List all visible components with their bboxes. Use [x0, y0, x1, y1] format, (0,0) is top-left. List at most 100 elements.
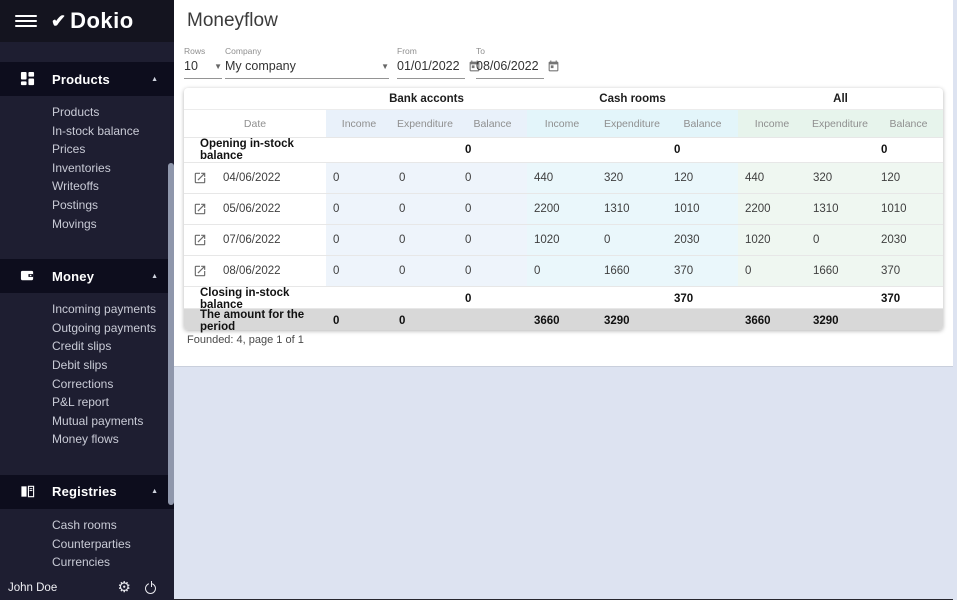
to-value: 08/06/2022	[476, 59, 539, 73]
user-name: John Doe	[8, 582, 118, 594]
section-header-registries[interactable]: Registries ▲	[0, 475, 174, 509]
power-icon[interactable]	[145, 581, 158, 594]
group-bank-accounts: Bank acconts	[326, 93, 527, 105]
section-label: Registries	[52, 484, 117, 499]
to-label: To	[476, 46, 544, 56]
open-document-icon[interactable]	[184, 163, 216, 193]
open-document-icon[interactable]	[184, 194, 216, 224]
open-document-icon[interactable]	[184, 256, 216, 286]
section-header-products[interactable]: Products ▲	[0, 62, 174, 96]
cell: 0	[597, 225, 667, 255]
cell: 2200	[738, 194, 806, 224]
sidebar-item-pl-report[interactable]: P&L report	[0, 393, 174, 412]
page-scrollbar-track[interactable]	[953, 0, 957, 600]
sidebar-nav: Products ▲ Products In-stock balance Pri…	[0, 62, 174, 600]
closing-all-balance: 370	[874, 287, 943, 311]
sidebar-item-prices[interactable]: Prices	[0, 140, 174, 159]
sidebar-item-movings[interactable]: Movings	[0, 215, 174, 234]
cell: 0	[326, 163, 392, 193]
cell: 0	[392, 194, 458, 224]
closing-balance-row: Closing in-stock balance 0 370 370	[184, 287, 943, 309]
open-document-icon[interactable]	[184, 225, 216, 255]
cell: 440	[527, 163, 597, 193]
cell: 0	[326, 256, 392, 286]
main-content: Moneyflow Rows 10 ▼ Company My company ▼…	[174, 0, 953, 367]
sidebar-item-incoming-payments[interactable]: Incoming payments	[0, 300, 174, 319]
col-cash-income: Income	[527, 110, 597, 137]
cell: 0	[458, 194, 527, 224]
cell: 1660	[806, 256, 874, 286]
dropdown-arrow-icon: ▼	[381, 62, 389, 71]
section-products: Products ▲ Products In-stock balance Pri…	[0, 62, 174, 239]
period-totals-row: The amount for the period 0 0 3660 3290 …	[184, 309, 943, 330]
sidebar-item-postings[interactable]: Postings	[0, 196, 174, 215]
cell: 370	[667, 256, 738, 286]
cell: 0	[527, 256, 597, 286]
sidebar-item-inventories[interactable]: Inventories	[0, 159, 174, 178]
rows-select[interactable]: Rows 10 ▼	[184, 46, 222, 79]
sidebar-footer: John Doe ⚙	[0, 575, 168, 600]
cell: 1010	[874, 194, 943, 224]
app-logo: ✔ Dokio	[51, 8, 134, 34]
total-cash-expenditure: 3290	[597, 309, 667, 333]
calendar-icon[interactable]	[547, 60, 560, 73]
chevron-up-icon[interactable]: ▲	[151, 488, 158, 495]
sidebar: ✔ Dokio Products ▲ Products In-stock bal…	[0, 0, 174, 600]
hamburger-menu-icon[interactable]	[15, 12, 37, 30]
section-header-money[interactable]: Money ▲	[0, 259, 174, 293]
grid-icon	[20, 71, 36, 87]
cell: 120	[874, 163, 943, 193]
cell: 1310	[597, 194, 667, 224]
date-from-field[interactable]: From 01/01/2022	[397, 46, 465, 79]
column-header-row: Date Income Expenditure Balance Income E…	[184, 110, 943, 138]
results-summary: Founded: 4, page 1 of 1	[187, 334, 304, 346]
row-date: 05/06/2022	[216, 203, 326, 215]
table-row: 04/06/2022 0 0 0 440 320 120 440 320 120	[184, 163, 943, 194]
section-money: Money ▲ Incoming payments Outgoing payme…	[0, 259, 174, 455]
cell: 2030	[667, 225, 738, 255]
sidebar-item-writeoffs[interactable]: Writeoffs	[0, 177, 174, 196]
sidebar-item-money-flows[interactable]: Money flows	[0, 430, 174, 449]
sidebar-item-debit-slips[interactable]: Debit slips	[0, 356, 174, 375]
total-bank-expenditure: 0	[392, 309, 458, 333]
row-date: 08/06/2022	[216, 265, 326, 277]
dropdown-arrow-icon: ▼	[214, 62, 222, 71]
sidebar-item-corrections[interactable]: Corrections	[0, 375, 174, 394]
chevron-up-icon[interactable]: ▲	[151, 76, 158, 83]
sidebar-item-cash-rooms[interactable]: Cash rooms	[0, 516, 174, 535]
app-window: ✔ Dokio Products ▲ Products In-stock bal…	[0, 0, 957, 600]
col-bank-balance: Balance	[458, 110, 527, 137]
chevron-up-icon[interactable]: ▲	[151, 273, 158, 280]
sidebar-item-mutual-payments[interactable]: Mutual payments	[0, 412, 174, 431]
sidebar-item-credit-slips[interactable]: Credit slips	[0, 337, 174, 356]
cell: 0	[392, 225, 458, 255]
date-to-field[interactable]: To 08/06/2022	[476, 46, 544, 79]
brand-name: Dokio	[70, 8, 134, 34]
opening-cash-balance: 0	[667, 138, 738, 162]
group-header-row: Bank acconts Cash rooms All	[184, 88, 943, 110]
from-label: From	[397, 46, 465, 56]
opening-all-balance: 0	[874, 138, 943, 162]
table-row: 08/06/2022 0 0 0 0 1660 370 0 1660 370	[184, 256, 943, 287]
total-cash-income: 3660	[527, 309, 597, 333]
cell: 320	[806, 163, 874, 193]
closing-bank-balance: 0	[458, 287, 527, 311]
wallet-icon	[20, 268, 36, 284]
cell: 0	[458, 163, 527, 193]
sidebar-item-products[interactable]: Products	[0, 103, 174, 122]
rows-label: Rows	[184, 46, 222, 56]
group-all: All	[738, 93, 943, 105]
cell: 0	[458, 256, 527, 286]
sidebar-item-instock-balance[interactable]: In-stock balance	[0, 122, 174, 141]
sidebar-item-counterparties[interactable]: Counterparties	[0, 535, 174, 554]
row-date: 07/06/2022	[216, 234, 326, 246]
sidebar-scrollbar-thumb[interactable]	[168, 163, 174, 505]
cell: 2200	[527, 194, 597, 224]
gear-icon[interactable]: ⚙	[118, 580, 131, 595]
sidebar-item-currencies[interactable]: Currencies	[0, 553, 174, 572]
sidebar-item-outgoing-payments[interactable]: Outgoing payments	[0, 319, 174, 338]
cell: 1310	[806, 194, 874, 224]
book-icon	[20, 484, 36, 500]
col-cash-balance: Balance	[667, 110, 738, 137]
company-select[interactable]: Company My company ▼	[225, 46, 389, 79]
